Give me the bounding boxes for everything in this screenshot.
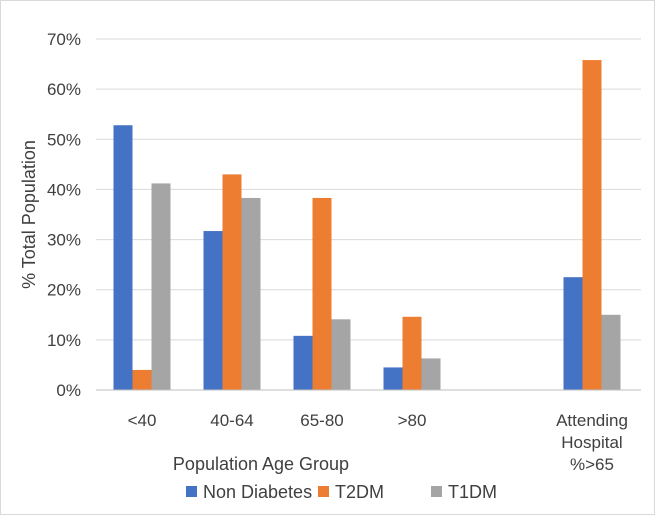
bar: [293, 335, 313, 390]
x-axis-title: Population Age Group: [173, 454, 349, 474]
y-tick-label: 0%: [56, 381, 81, 400]
y-tick-label: 30%: [47, 231, 81, 250]
legend-swatch: [318, 486, 329, 497]
gridlines: [96, 38, 641, 341]
bar: [331, 319, 351, 390]
bar: [421, 358, 441, 390]
y-tick-label: 10%: [47, 331, 81, 350]
x-category-label: >80: [398, 411, 427, 430]
bar: [132, 369, 152, 390]
y-tick-labels: 0% 10% 20% 30% 40% 50% 60% 70%: [47, 30, 81, 400]
legend-label: T2DM: [335, 482, 384, 502]
x-category-labels: <40 40-64 65-80 >80 Attending Hospital %>65: [128, 411, 628, 474]
bar: [601, 314, 621, 390]
legend-label: T1DM: [448, 482, 497, 502]
bar: [241, 197, 261, 390]
legend: Non Diabetes T2DM T1DM: [186, 482, 497, 502]
legend-swatch: [431, 486, 442, 497]
y-tick-label: 50%: [47, 130, 81, 149]
legend-swatch: [186, 486, 197, 497]
legend-label: Non Diabetes: [203, 482, 312, 502]
x-category-label: Attending Hospital %>65: [556, 411, 628, 474]
y-tick-label: 70%: [47, 30, 81, 49]
y-tick-label: 60%: [47, 80, 81, 99]
x-category-label: <40: [128, 411, 157, 430]
bar: [582, 60, 602, 391]
bars: [113, 60, 621, 391]
bar: [203, 231, 223, 390]
y-axis-title: % Total Population: [19, 140, 39, 289]
bar: [151, 183, 171, 390]
bar: [383, 367, 403, 390]
bar: [312, 197, 332, 390]
x-category-label: 40-64: [210, 411, 253, 430]
y-tick-label: 20%: [47, 281, 81, 300]
bar: [563, 277, 583, 390]
y-tick-label: 40%: [47, 180, 81, 199]
bar: [113, 125, 133, 390]
x-category-label: 65-80: [300, 411, 343, 430]
bar: [222, 174, 242, 390]
bar: [402, 316, 422, 390]
